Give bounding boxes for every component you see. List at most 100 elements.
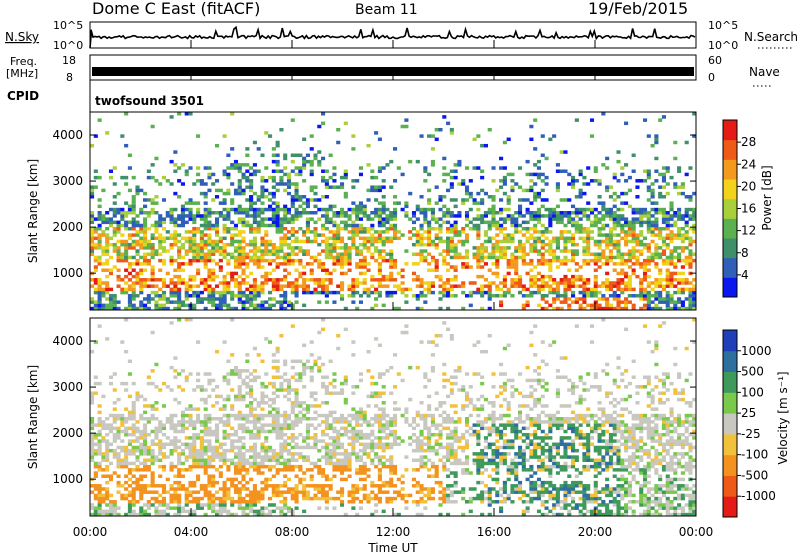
power-cell <box>521 220 526 225</box>
velocity-cell <box>101 458 106 463</box>
power-cell <box>533 274 538 279</box>
velocity-cell <box>101 512 106 517</box>
power-cell <box>419 211 424 215</box>
velocity-cell <box>101 394 106 399</box>
power-cell <box>135 274 140 279</box>
power-cell <box>230 201 235 205</box>
power-cell <box>586 214 591 218</box>
velocity-cell <box>241 464 246 469</box>
power-cell <box>517 239 523 244</box>
power-cell <box>529 278 534 282</box>
power-cell <box>298 169 303 173</box>
power-cell <box>385 284 390 288</box>
power-cell <box>188 262 193 266</box>
power-cell <box>536 166 542 170</box>
power-cell <box>264 278 269 282</box>
power-cell <box>317 300 322 304</box>
power-cell <box>305 211 310 215</box>
power-cell <box>487 297 492 301</box>
velocity-cell <box>177 439 182 443</box>
velocity-cell <box>313 436 318 440</box>
power-cell <box>389 274 394 279</box>
power-cell <box>256 258 261 263</box>
velocity-cell <box>230 448 235 453</box>
power-cell <box>93 258 98 263</box>
power-cell <box>453 255 458 260</box>
velocity-cell <box>150 484 155 488</box>
power-cell <box>237 255 242 260</box>
velocity-cell <box>305 484 310 488</box>
velocity-cell <box>108 461 114 466</box>
power-cell <box>184 214 189 218</box>
power-cell <box>283 268 288 272</box>
velocity-cell <box>332 452 337 456</box>
power-cell <box>230 290 235 295</box>
power-cell <box>517 249 523 253</box>
velocity-cell <box>196 477 201 482</box>
power-cell <box>150 242 155 247</box>
power-cell <box>161 281 167 285</box>
power-cell <box>154 195 159 199</box>
power-cell <box>131 303 136 308</box>
power-cell <box>476 258 481 263</box>
velocity-cell <box>199 445 204 450</box>
velocity-cell <box>207 381 212 386</box>
velocity-cell <box>135 512 140 517</box>
power-cell <box>105 274 110 279</box>
power-cell <box>453 204 458 209</box>
power-cell <box>127 204 132 209</box>
power-cell <box>241 294 246 298</box>
power-cell <box>374 230 379 234</box>
velocity-cell <box>214 445 220 450</box>
power-cell <box>654 249 659 253</box>
power-cell <box>692 278 697 282</box>
power-cell <box>654 278 659 282</box>
power-cell <box>654 242 659 247</box>
velocity-cell <box>339 442 345 447</box>
power-cell <box>321 179 326 183</box>
power-cell <box>495 258 500 263</box>
velocity-cell <box>177 452 182 456</box>
power-cell <box>317 252 322 257</box>
velocity-cell <box>268 509 273 514</box>
power-cell <box>427 262 432 266</box>
power-cell <box>427 252 432 257</box>
velocity-cell <box>230 369 235 373</box>
velocity-cell <box>268 413 273 418</box>
power-cell <box>499 294 504 298</box>
power-cell <box>661 252 666 257</box>
power-cell <box>381 303 386 308</box>
velocity-cell <box>324 474 329 478</box>
power-cell <box>620 287 625 292</box>
power-cell <box>173 290 178 295</box>
power-cell <box>673 271 678 276</box>
power-cell <box>355 204 360 209</box>
velocity-cell <box>260 471 265 475</box>
power-cell <box>309 262 314 266</box>
power-heatmap-cells <box>90 112 697 311</box>
power-cell <box>442 195 447 199</box>
power-cell <box>143 258 148 263</box>
velocity-cell <box>305 496 310 501</box>
power-cell <box>646 175 651 180</box>
power-cell <box>343 175 348 180</box>
power-cell <box>260 223 265 228</box>
velocity-cell <box>150 480 155 485</box>
velocity-cell <box>93 471 98 475</box>
power-cell <box>612 239 617 244</box>
velocity-cell <box>241 496 246 501</box>
velocity-cell <box>131 381 136 386</box>
power-cell <box>328 236 333 241</box>
power-cell <box>393 290 398 295</box>
velocity-cell <box>302 369 307 373</box>
power-cell <box>639 252 644 257</box>
velocity-cell <box>290 324 295 328</box>
velocity-cell <box>154 401 159 405</box>
power-cell <box>161 239 167 244</box>
power-cell <box>260 153 265 158</box>
power-cell <box>631 207 636 212</box>
power-cell <box>332 166 337 170</box>
power-cell <box>268 191 273 196</box>
power-cell <box>374 207 379 212</box>
velocity-cell <box>158 452 163 456</box>
